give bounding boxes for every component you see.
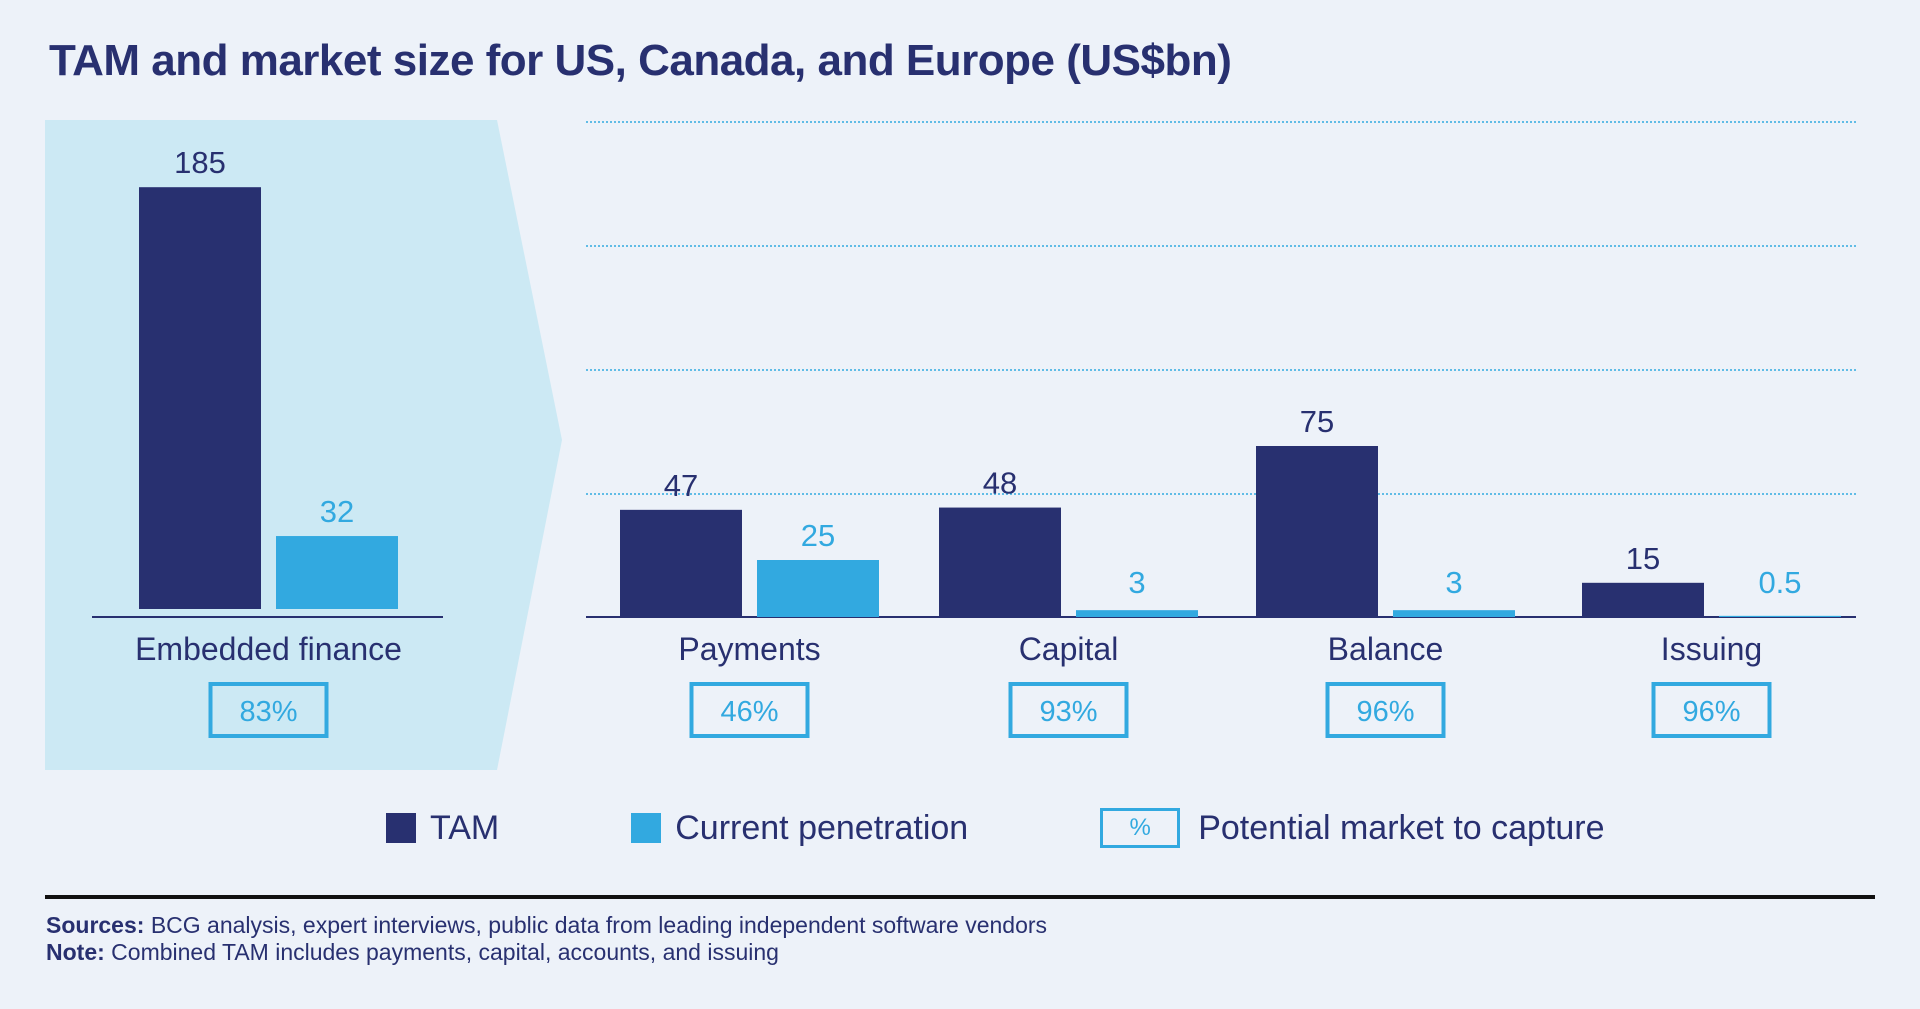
data-label-penetration: 0.5 <box>1758 565 1801 600</box>
legend-swatch-potential: % <box>1100 808 1181 848</box>
data-label-penetration: 3 <box>1128 565 1145 600</box>
bar-tam <box>139 187 261 609</box>
sources-line: Sources: BCG analysis, expert interviews… <box>46 912 1047 939</box>
potential-box <box>208 682 329 738</box>
legend: TAM Current penetration % Potential mark… <box>386 808 1605 848</box>
category-label: Embedded finance <box>135 631 402 667</box>
data-label-penetration: 3 <box>1445 565 1462 600</box>
note-label: Note: <box>46 939 105 965</box>
potential-label: 93% <box>1039 696 1097 728</box>
note-line: Note: Combined TAM includes payments, ca… <box>46 939 779 966</box>
legend-swatch-penetration <box>631 813 662 843</box>
category-label: Balance <box>1328 631 1444 667</box>
bar-penetration <box>276 536 398 609</box>
legend-swatch-tam <box>386 813 416 843</box>
data-label-tam: 47 <box>664 468 698 503</box>
legend-label-penetration: Current penetration <box>675 808 969 847</box>
sources-label: Sources: <box>46 912 145 938</box>
legend-item-penetration: Current penetration <box>631 809 968 848</box>
data-label-tam: 75 <box>1300 404 1334 439</box>
chart-title: TAM and market size for US, Canada, and … <box>49 36 1232 85</box>
potential-box <box>689 682 810 738</box>
category-label: Payments <box>678 631 820 667</box>
sources-text: BCG analysis, expert interviews, public … <box>150 912 1048 938</box>
potential-box <box>1651 682 1772 738</box>
data-label-tam: 48 <box>983 466 1017 501</box>
category-label: Issuing <box>1661 631 1762 667</box>
legend-label-tam: TAM <box>430 808 500 847</box>
bar-tam <box>1256 446 1378 617</box>
bar-chart: 185 32 Embedded finance 83% 47 25 Payments 46% 4… <box>45 120 1856 770</box>
note-text: Combined TAM includes payments, capital,… <box>111 939 779 965</box>
data-label-tam: 185 <box>174 145 226 180</box>
potential-label: 96% <box>1356 696 1414 728</box>
bar-tam <box>1582 582 1704 617</box>
data-label-tam: 15 <box>1626 541 1660 576</box>
legend-label-potential: Potential market to capture <box>1198 808 1605 847</box>
bar-penetration <box>1076 610 1198 617</box>
data-label-penetration: 25 <box>801 518 835 553</box>
bar-penetration <box>1393 610 1515 617</box>
bar-penetration <box>757 560 879 617</box>
category-label: Capital <box>1019 631 1119 667</box>
potential-label: 46% <box>720 696 778 728</box>
potential-box <box>1008 682 1129 738</box>
highlight-panel <box>45 120 562 770</box>
potential-label: 96% <box>1682 696 1740 728</box>
bar-tam <box>939 507 1061 617</box>
bar-tam <box>620 509 742 617</box>
legend-item-potential: % Potential market to capture <box>1100 808 1605 848</box>
legend-item-tam: TAM <box>386 809 499 848</box>
potential-label: 83% <box>239 696 297 728</box>
potential-box <box>1325 682 1446 738</box>
footer-divider <box>45 895 1875 899</box>
data-label-penetration: 32 <box>320 494 354 529</box>
bar-penetration <box>1719 615 1841 617</box>
